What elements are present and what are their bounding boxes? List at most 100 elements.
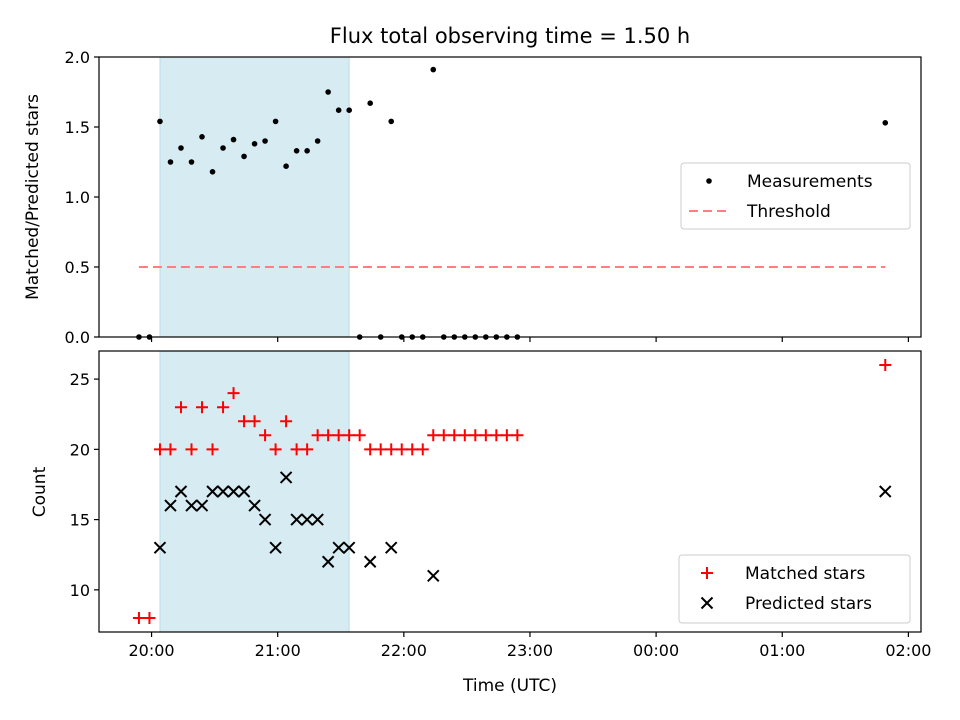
- matched-star-point: [437, 429, 450, 442]
- matched-star-point: [448, 429, 461, 442]
- measurement-point: [251, 141, 258, 147]
- measurement-point: [199, 134, 205, 140]
- matched-star-point: [290, 443, 303, 456]
- matched-star-point: [196, 401, 209, 414]
- matched-star-point: [479, 429, 492, 442]
- predicted-star-point: [248, 499, 261, 512]
- matched-star-point: [301, 443, 314, 456]
- matched-star-point: [427, 429, 440, 442]
- predicted-star-point: [206, 485, 219, 498]
- measurement-point: [167, 159, 174, 165]
- top-observing-span: [159, 56, 350, 338]
- matched-star-point: [322, 429, 335, 442]
- predicted-star-point: [342, 541, 356, 554]
- bottom-y-tick-label: 20: [70, 440, 90, 459]
- x-axis-label: Time (UTC): [462, 676, 557, 696]
- matched-star-point: [238, 415, 251, 428]
- bottom-legend-label: Predicted stars: [745, 594, 872, 614]
- top-legend: [680, 162, 911, 230]
- bottom-x-tick-label: 00:00: [633, 641, 679, 660]
- measurement-point: [293, 148, 300, 154]
- predicted-star-point: [269, 541, 282, 554]
- measurement-point: [220, 145, 226, 151]
- measurement-point: [209, 169, 216, 175]
- top-legend-label: Measurements: [747, 172, 873, 192]
- top-y-tick-label: 2.0: [65, 48, 90, 67]
- matched-star-point: [416, 443, 429, 456]
- matched-star-point: [385, 443, 398, 456]
- bottom-x-tick-label: 01:00: [759, 641, 805, 660]
- predicted-star-point: [195, 499, 209, 512]
- predicted-star-point: [311, 513, 324, 526]
- matched-star-point: [185, 443, 198, 456]
- predicted-star-point: [290, 513, 303, 526]
- legend-marker-predicted: [700, 596, 714, 610]
- measurement-point: [882, 120, 889, 126]
- measurement-point: [388, 118, 395, 125]
- bottom-x-tick-label: 02:00: [885, 641, 931, 660]
- measurement-point: [230, 136, 237, 143]
- top-y-tick-label: 1.0: [65, 188, 90, 207]
- predicted-star-point: [300, 513, 314, 526]
- matched-star-point: [353, 429, 366, 442]
- matched-star-point: [206, 443, 219, 456]
- predicted-star-point: [321, 555, 335, 568]
- bottom-panel: 10 15 20 25 20:00 21:00 22:00 23:00 00:00 01:00 02…: [70, 350, 931, 660]
- predicted-star-point: [174, 485, 188, 498]
- matched-star-point: [469, 429, 482, 442]
- matched-star-point: [132, 611, 145, 624]
- measurement-point: [188, 159, 195, 165]
- measurement-point: [335, 107, 342, 113]
- predicted-star-point: [279, 471, 293, 484]
- predicted-star-point: [258, 513, 272, 526]
- matched-star-point: [500, 429, 513, 442]
- top-y-tick-label: 1.5: [65, 118, 90, 137]
- measurement-point: [346, 107, 352, 113]
- predicted-star-point: [216, 485, 230, 498]
- measurement-point: [241, 153, 247, 160]
- chart-title: Flux total observing time = 1.50 h: [330, 24, 690, 48]
- bottom-legend-label: Matched stars: [745, 564, 865, 584]
- matched-star-point: [227, 387, 240, 400]
- measurement-point: [283, 163, 289, 169]
- bottom-y-tick-label: 25: [70, 370, 90, 389]
- matched-star-point: [280, 415, 293, 428]
- bottom-y-tick-label: 10: [70, 581, 90, 600]
- measurement-point: [367, 100, 373, 106]
- bottom-y-axis-label: Count: [30, 466, 50, 517]
- bottom-legend: [678, 554, 911, 624]
- matched-star-point: [511, 429, 524, 442]
- top-y-tick-label: 0.0: [65, 328, 90, 347]
- matched-star-point: [458, 429, 471, 442]
- matched-star-point: [259, 429, 272, 442]
- measurement-point: [262, 138, 268, 144]
- bottom-x-tick-label: 20:00: [129, 641, 175, 660]
- measurement-point: [157, 118, 163, 125]
- matched-star-point: [343, 429, 356, 442]
- predicted-star-point: [237, 485, 251, 498]
- predicted-star-point: [427, 569, 440, 583]
- predicted-star-point: [332, 541, 345, 554]
- matched-star-point: [143, 611, 156, 624]
- bottom-y-tick-label: 15: [70, 511, 90, 530]
- matched-star-point: [364, 443, 377, 456]
- predicted-star-point: [227, 485, 240, 498]
- measurement-point: [430, 66, 437, 73]
- predicted-star-point: [185, 499, 198, 512]
- matched-star-point: [374, 443, 387, 456]
- top-legend-label: Threshold: [746, 202, 831, 222]
- matched-star-point: [248, 415, 261, 428]
- matched-star-point: [269, 443, 282, 456]
- top-y-tick-label: 0.5: [65, 258, 90, 277]
- matched-star-point: [406, 443, 419, 456]
- bottom-x-tick-label: 22:00: [381, 641, 427, 660]
- matched-star-point: [332, 429, 345, 442]
- matched-star-point: [153, 443, 166, 456]
- legend-marker-matched: [701, 567, 713, 579]
- predicted-star-point: [164, 499, 177, 512]
- matched-star-point: [395, 443, 408, 456]
- matched-star-point: [490, 429, 503, 442]
- bottom-x-tick-label: 21:00: [255, 641, 301, 660]
- matched-star-point: [879, 359, 892, 372]
